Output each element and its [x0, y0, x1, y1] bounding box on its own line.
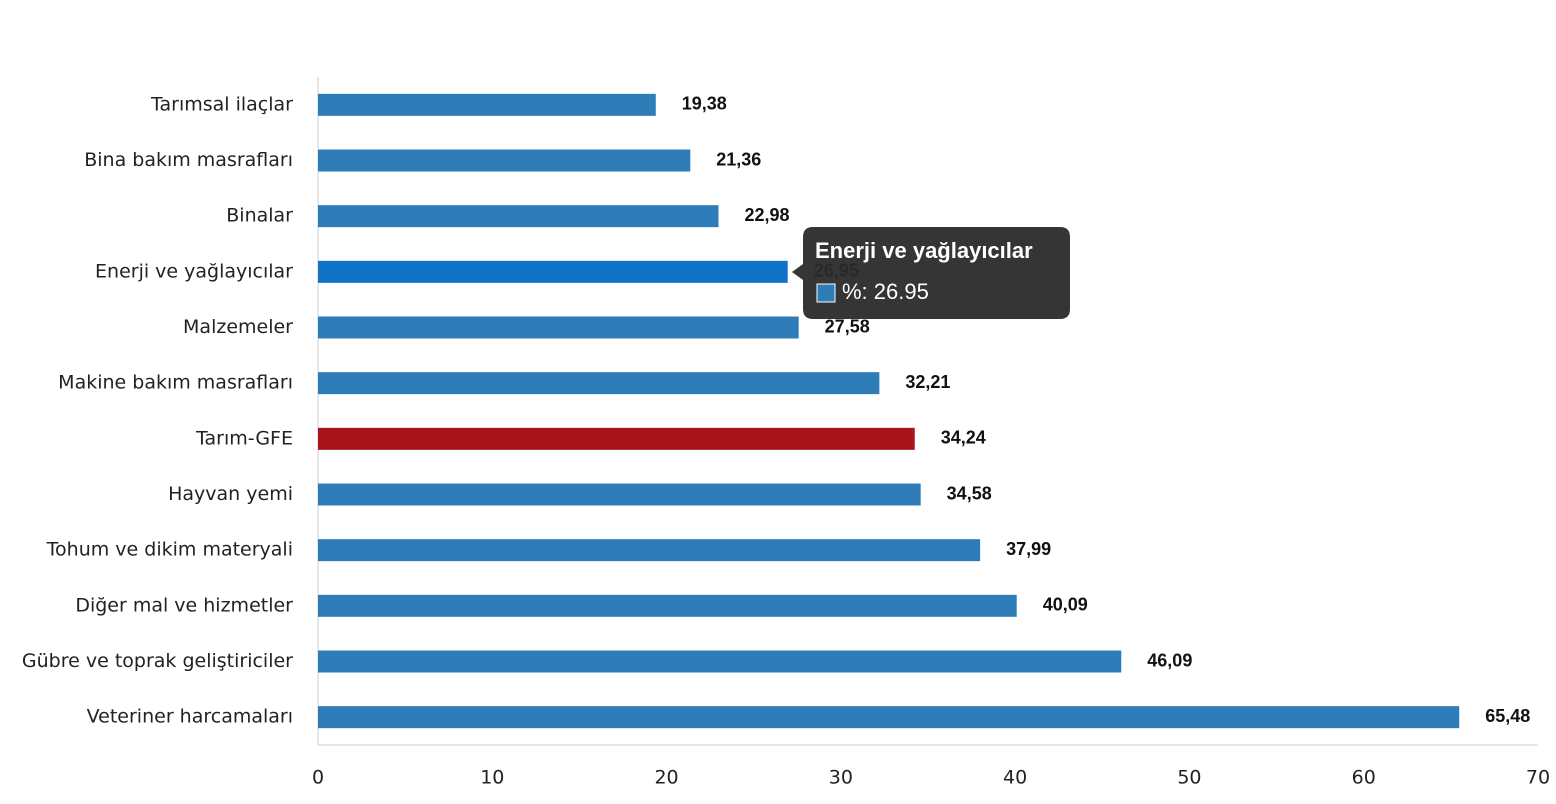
bar: [318, 650, 1122, 673]
y-tick-label: Makine bakım masrafları: [58, 372, 293, 394]
x-tick-label: 0: [312, 767, 324, 789]
value-label: 32,21: [905, 372, 950, 392]
tooltip: Enerji ve yağlayıcılar %: 26.95: [792, 227, 1070, 319]
value-label: 65,48: [1485, 706, 1530, 726]
value-label: 22,98: [745, 205, 790, 225]
value-label: 21,36: [716, 149, 761, 169]
x-tick-label: 40: [1003, 767, 1027, 789]
y-tick-label: Enerji ve yağlayıcılar: [95, 260, 293, 282]
y-tick-label: Tohum ve dikim materyali: [46, 539, 293, 561]
bar: [318, 372, 880, 395]
value-label: 34,58: [947, 483, 992, 503]
tooltip-text: %: 26.95: [842, 279, 929, 304]
bar: [318, 205, 719, 228]
tooltip-box: [792, 227, 1070, 319]
value-label: 34,24: [941, 428, 986, 448]
bar: [318, 93, 656, 116]
y-tick-label: Veteriner harcamaları: [87, 706, 293, 728]
value-label: 27,58: [825, 316, 870, 336]
value-label: 37,99: [1006, 539, 1051, 559]
value-label: 40,09: [1043, 595, 1088, 615]
bar: [318, 316, 799, 339]
x-tick-label: 70: [1526, 767, 1550, 789]
x-tick-label: 50: [1177, 767, 1201, 789]
tooltip-title: Enerji ve yağlayıcılar: [815, 238, 1033, 263]
x-tick-label: 10: [480, 767, 504, 789]
value-label: 46,09: [1147, 650, 1192, 670]
y-tick-label: Hayvan yemi: [168, 483, 293, 505]
bar: [318, 594, 1017, 617]
bar: [318, 706, 1460, 729]
bar: [318, 539, 981, 562]
y-tick-label: Binalar: [226, 205, 293, 227]
y-tick-label: Malzemeler: [183, 316, 293, 338]
x-tick-label: 60: [1352, 767, 1376, 789]
x-tick-label: 20: [654, 767, 678, 789]
bar: [318, 427, 915, 450]
y-tick-label: Tarımsal ilaçlar: [150, 93, 293, 115]
x-tick-label: 30: [829, 767, 853, 789]
bar: [318, 260, 788, 283]
y-tick-label: Gübre ve toprak geliştiriciler: [22, 650, 293, 672]
value-label: 19,38: [682, 94, 727, 114]
y-tick-label: Tarım-GFE: [195, 427, 293, 449]
bar: [318, 483, 921, 506]
bar: [318, 149, 691, 172]
tooltip-swatch: [816, 283, 836, 303]
y-tick-label: Bina bakım masrafları: [84, 149, 293, 171]
y-tick-label: Diğer mal ve hizmetler: [75, 594, 293, 616]
